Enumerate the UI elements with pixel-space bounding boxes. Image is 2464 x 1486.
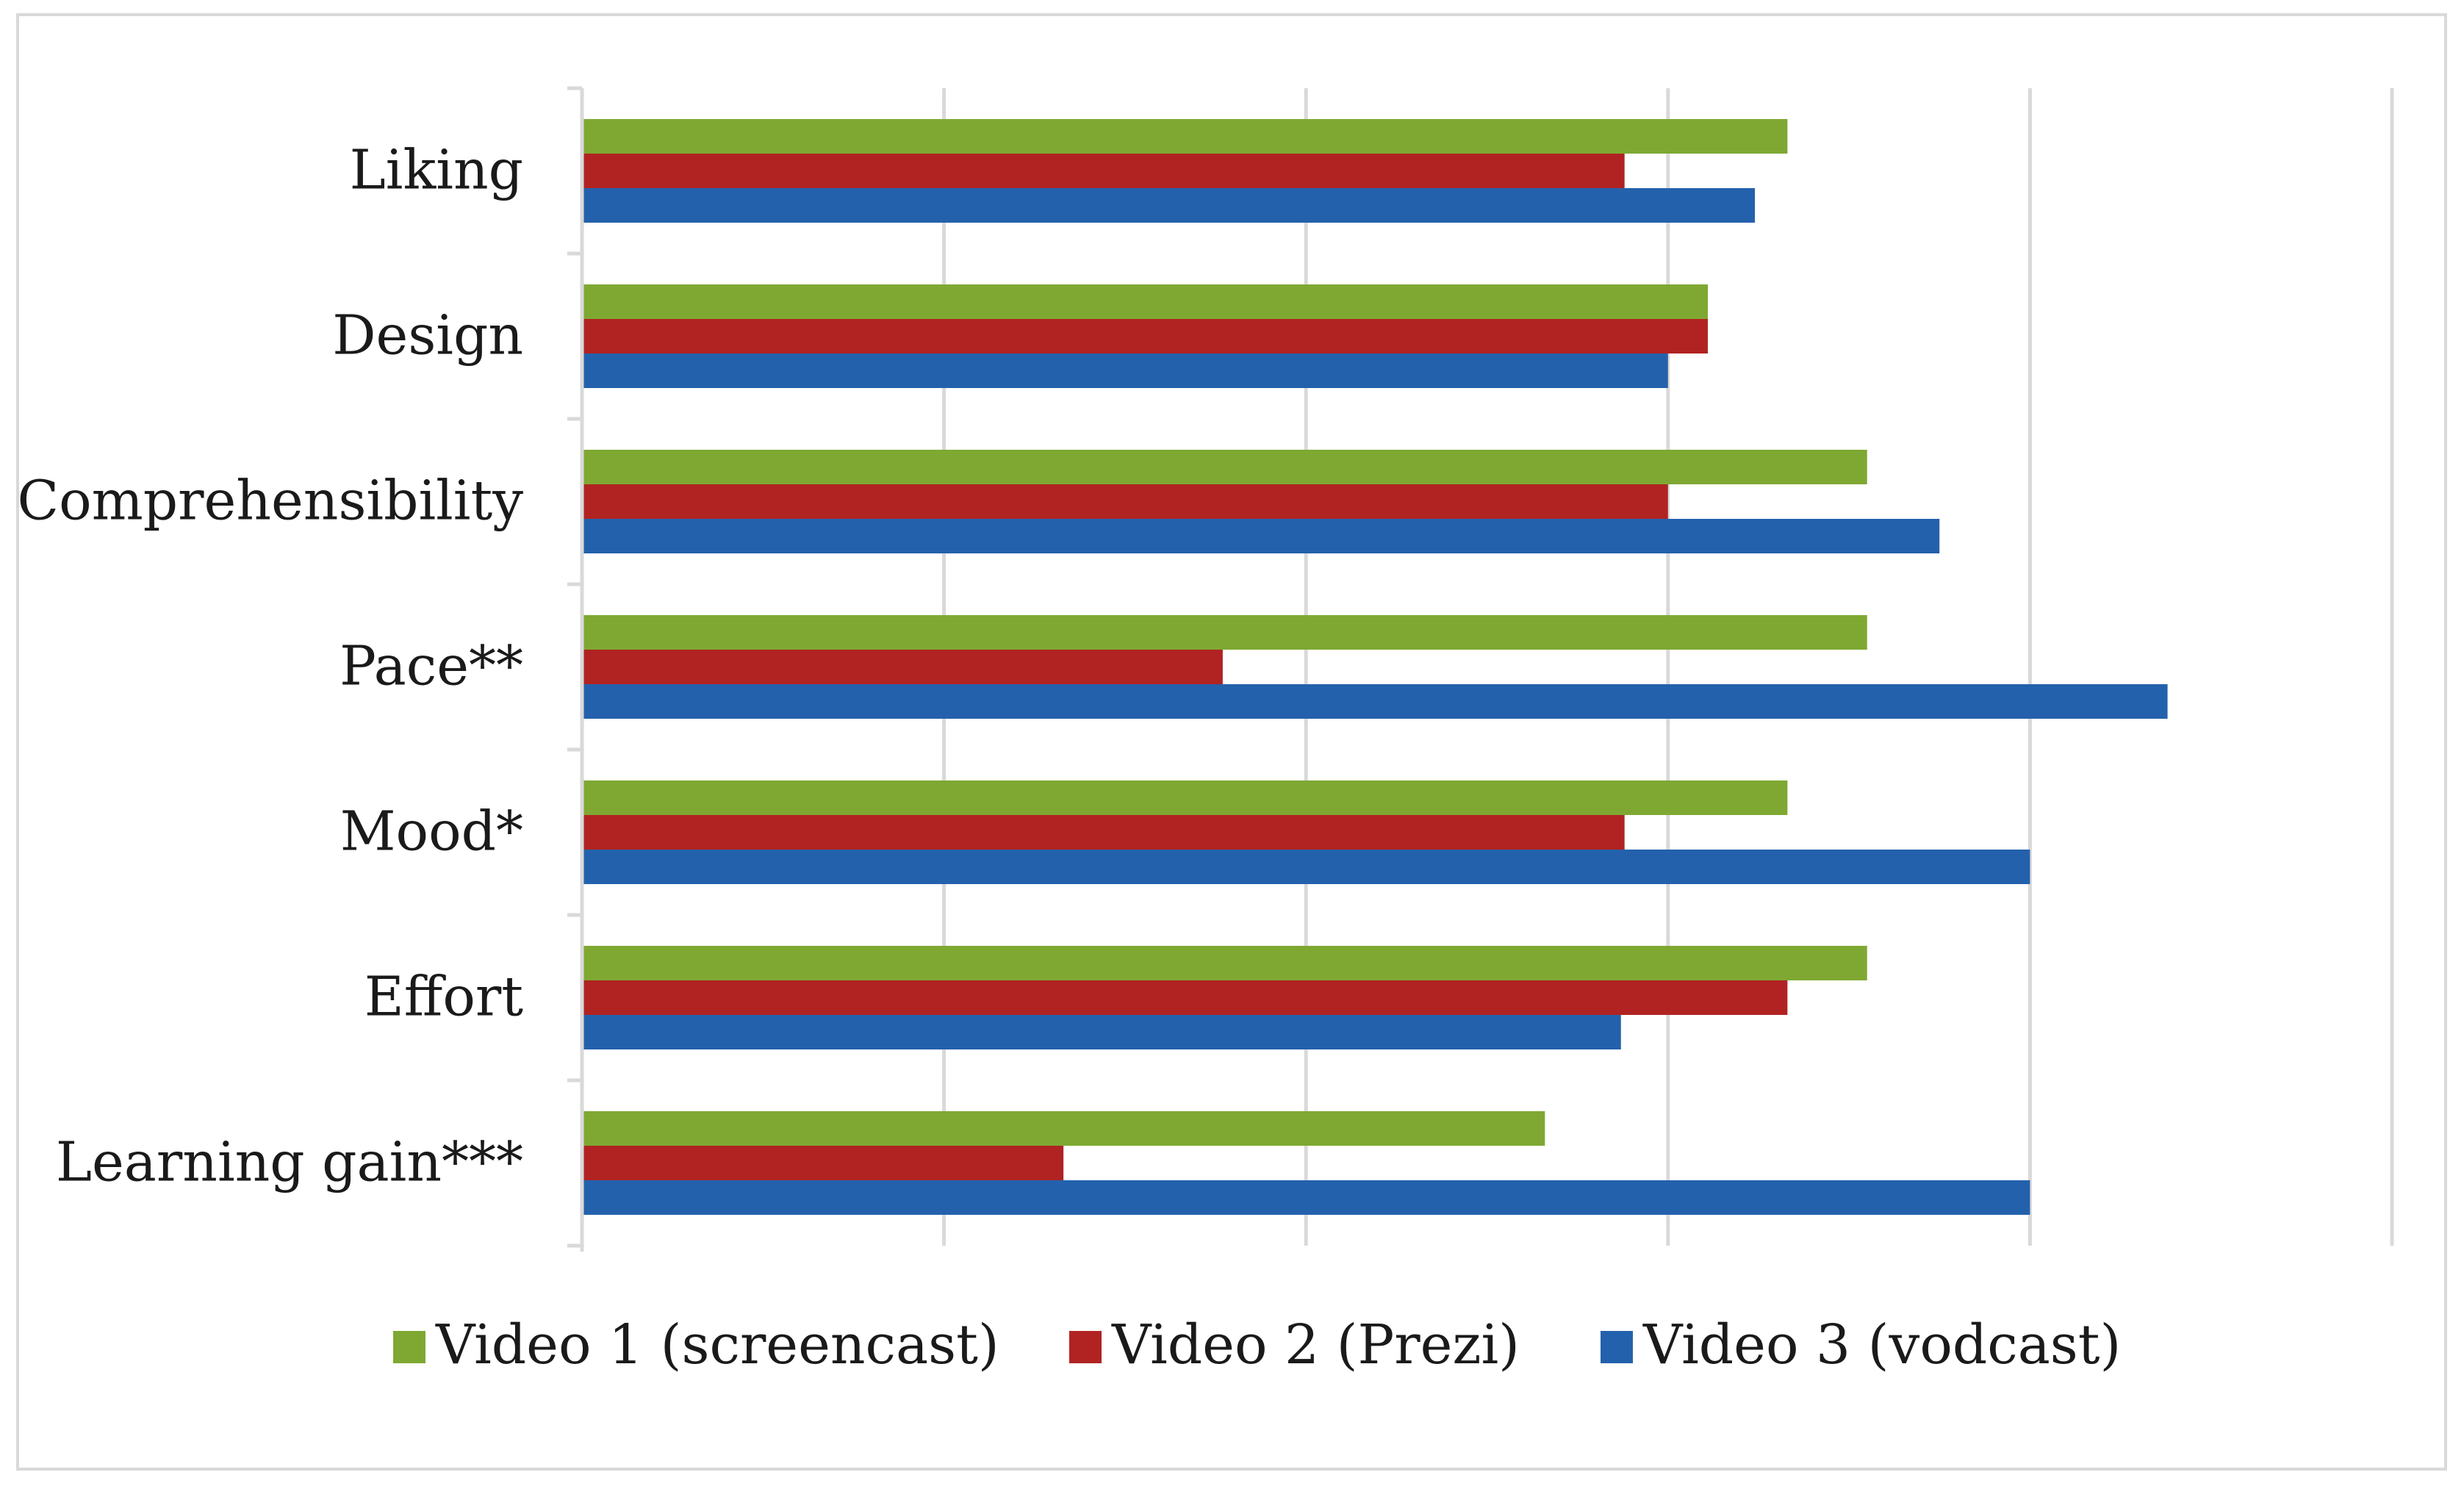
chart-frame [16,13,2447,1471]
bars [582,119,2168,1215]
category-axis [567,86,584,1252]
category-label: Design [332,304,523,367]
bar [582,850,2030,884]
bar [582,780,1788,815]
legend-swatch [1069,1331,1102,1363]
bar [582,154,1625,188]
bar [582,1111,1545,1146]
bar [582,946,1867,980]
bar [582,650,1223,684]
bar [582,319,1708,353]
category-label: Liking [350,139,523,202]
bar [582,980,1788,1015]
bar [582,519,1940,553]
bar [582,119,1788,154]
category-label: Learning gain*** [56,1131,523,1194]
bar [582,450,1867,484]
legend-label: Video 1 (screencast) [435,1313,999,1376]
bar [582,284,1708,319]
bar [582,1180,2030,1215]
bar [582,615,1867,650]
category-label: Pace** [340,635,523,698]
bar [582,1015,1621,1049]
bar [582,484,1668,519]
category-label: Mood* [340,800,523,864]
bar [582,1146,1064,1180]
legend-label: Video 2 (Prezi) [1111,1313,1520,1376]
legend-swatch [393,1331,425,1363]
category-label: Effort [364,966,524,1029]
bar [582,188,1756,223]
legend-swatch [1601,1331,1633,1363]
gridlines [942,88,2394,1246]
category-label: Comprehensibility [17,470,523,533]
legend-label: Video 3 (vodcast) [1642,1313,2121,1376]
bar [582,353,1668,388]
bar [582,684,2168,719]
legend: Video 1 (screencast) Video 2 (Prezi) Video… [393,1313,2121,1376]
bar [582,815,1625,850]
category-labels: Liking Design Comprehensibility Pace** Mood*… [17,139,523,1194]
